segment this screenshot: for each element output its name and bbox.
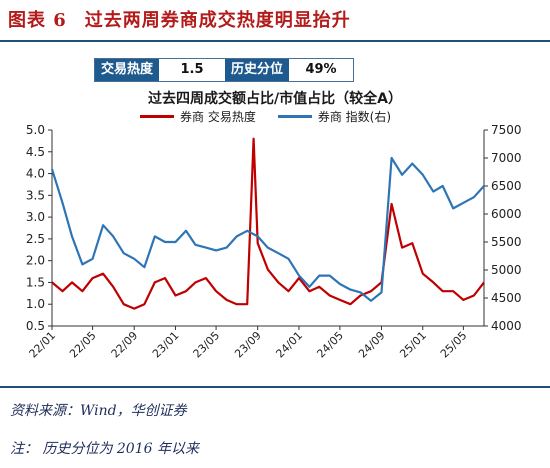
percentile-value: 49% (289, 59, 353, 81)
top-rule (0, 40, 550, 42)
y-tick-label-right: 4500 (491, 291, 522, 305)
stats-box: 交易热度 1.5 历史分位 49% (94, 58, 354, 82)
x-tick-label: 23/09 (232, 329, 264, 361)
series-line-heat (51, 137, 485, 310)
figure-label: 图表 6 (8, 10, 67, 31)
y-tick-label-right: 6500 (491, 179, 522, 193)
chart-legend: 券商 交易热度 券商 指数(右) (140, 108, 413, 125)
chart-title: 过去四周成交额占比/市值占比（较全A） (148, 91, 402, 107)
percentile-label: 历史分位 (225, 59, 289, 81)
legend-label-index: 券商 指数(右) (317, 110, 392, 124)
legend-item-heat: 券商 交易热度 (140, 108, 256, 125)
x-tick-label: 25/01 (397, 329, 429, 361)
y-tick-label-left: 1.5 (26, 275, 45, 289)
y-tick-label-left: 3.0 (26, 210, 45, 224)
heat-value: 1.5 (159, 59, 225, 81)
y-tick-label-left: 1.0 (26, 297, 45, 311)
legend-label-heat: 券商 交易热度 (180, 110, 256, 124)
figure-title: 图表 6 过去两周券商成交热度明显抬升 (8, 6, 351, 32)
x-tick-label: 25/05 (438, 329, 470, 361)
y-tick-label-right: 7500 (491, 123, 522, 137)
y-tick-label-right: 4000 (491, 319, 522, 333)
y-tick-label-right: 6000 (491, 207, 522, 221)
x-tick-label: 24/01 (273, 329, 305, 361)
x-tick-label: 23/01 (150, 329, 182, 361)
x-tick-label: 22/09 (109, 329, 141, 361)
legend-swatch-index (277, 115, 312, 118)
y-tick-label-left: 2.5 (26, 232, 45, 246)
y-tick-label-right: 7000 (491, 151, 522, 165)
y-tick-label-right: 5000 (491, 263, 522, 277)
y-tick-label-left: 4.0 (26, 167, 45, 181)
series-line-index (50, 156, 485, 302)
y-tick-label-left: 4.5 (26, 145, 45, 159)
x-tick-label: 22/01 (27, 329, 59, 361)
footnote: 注： 历史分位为 2016 年以来 (10, 441, 199, 457)
x-tick-label: 24/09 (356, 329, 388, 361)
y-tick-label-right: 5500 (491, 235, 522, 249)
chart-plot: 0.5 1.0 1.5 2.0 2.5 3.0 3.5 4.0 4.5 5.0 4000 4500 50… (26, 123, 522, 361)
y-tick-label-left: 2.0 (26, 254, 45, 268)
source-note: 资料来源：Wind，华创证券 (10, 403, 187, 419)
bottom-rule (0, 386, 550, 388)
y-tick-label-left: 5.0 (26, 123, 45, 137)
figure-heading: 过去两周券商成交热度明显抬升 (84, 10, 351, 31)
legend-item-index: 券商 指数(右) (277, 108, 392, 125)
y-tick-label-left: 3.5 (26, 188, 45, 202)
heat-label: 交易热度 (95, 59, 159, 81)
x-tick-label: 23/05 (191, 329, 223, 361)
legend-swatch-heat (140, 115, 174, 118)
x-tick-label: 22/05 (67, 329, 99, 361)
x-tick-label: 24/05 (314, 329, 346, 361)
y-tick-label-left: 0.5 (26, 319, 45, 333)
